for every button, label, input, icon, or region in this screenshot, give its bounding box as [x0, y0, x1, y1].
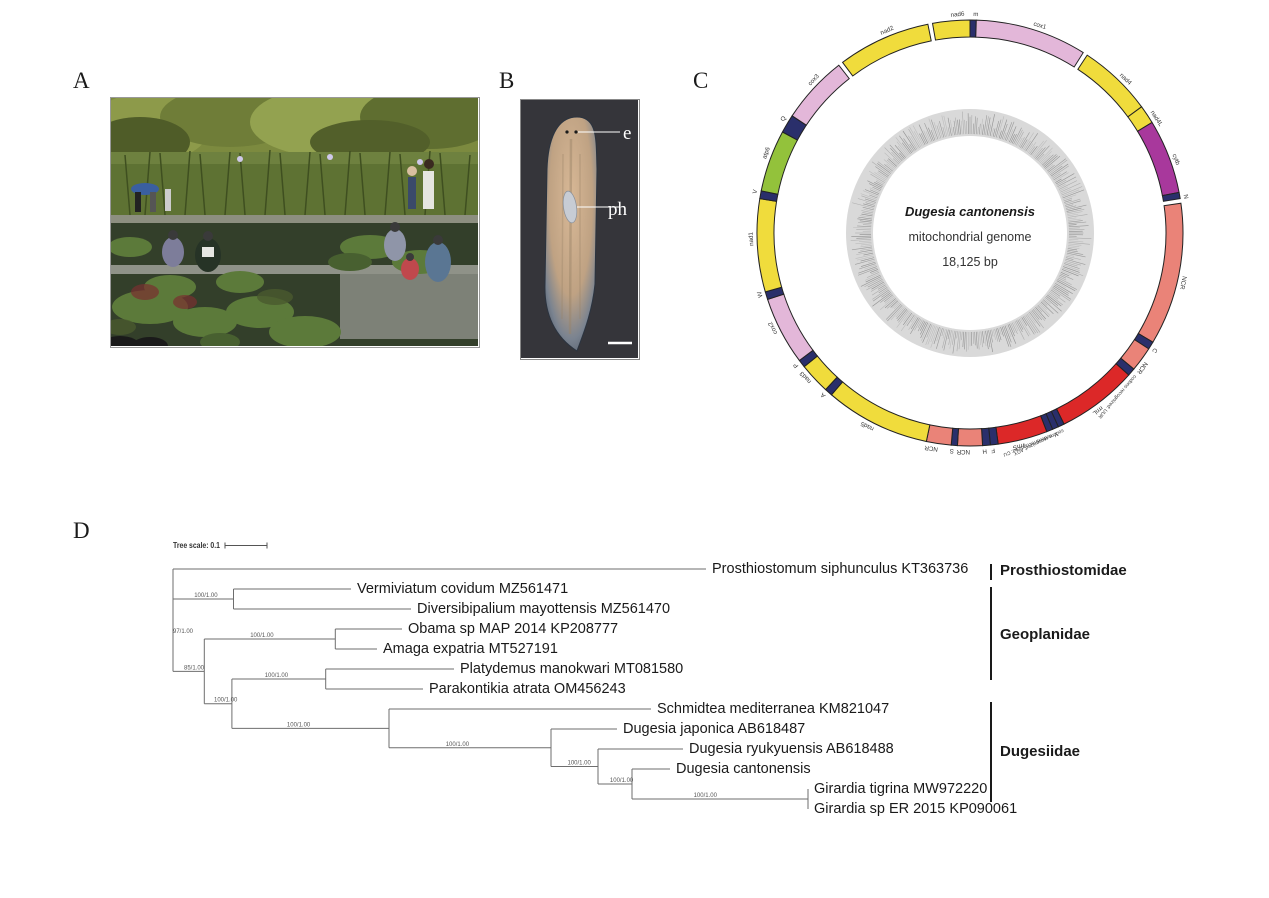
- svg-text:18,125 bp: 18,125 bp: [942, 255, 998, 269]
- svg-text:Girardia tigrina MW972220: Girardia tigrina MW972220: [814, 781, 987, 797]
- svg-text:Dugesia ryukyuensis AB618488: Dugesia ryukyuensis AB618488: [689, 741, 894, 757]
- svg-text:100/1.00: 100/1.00: [694, 793, 718, 799]
- svg-text:NCR: NCR: [956, 448, 970, 455]
- svg-text:H: H: [982, 447, 987, 454]
- svg-text:NCR: NCR: [1178, 276, 1188, 291]
- svg-text:mitochondrial genome: mitochondrial genome: [909, 230, 1032, 244]
- svg-text:P: P: [792, 362, 800, 370]
- svg-text:Prosthiostomum siphunculus KT3: Prosthiostomum siphunculus KT363736: [712, 561, 968, 577]
- svg-text:Dugesia cantonensis: Dugesia cantonensis: [905, 204, 1035, 219]
- svg-text:Dugesia japonica AB618487: Dugesia japonica AB618487: [623, 721, 805, 737]
- svg-text:Tree scale: 0.1: Tree scale: 0.1: [173, 540, 220, 550]
- svg-text:100/1.00: 100/1.00: [250, 633, 274, 639]
- svg-text:Dugesia cantonensis: Dugesia cantonensis: [676, 761, 811, 777]
- svg-text:Q: Q: [779, 115, 788, 123]
- svg-text:S: S: [950, 447, 955, 454]
- svg-text:nad1: nad1: [748, 231, 756, 246]
- svg-text:Prosthiostomidae: Prosthiostomidae: [1000, 562, 1127, 579]
- svg-text:97/1.00: 97/1.00: [173, 629, 194, 635]
- svg-text:F: F: [991, 447, 996, 454]
- svg-text:V: V: [752, 188, 760, 194]
- svg-text:100/1.00: 100/1.00: [194, 593, 218, 599]
- svg-text:85/1.00: 85/1.00: [184, 665, 205, 671]
- svg-text:100/1.00: 100/1.00: [287, 722, 311, 728]
- svg-text:Amaga expatria MT527191: Amaga expatria MT527191: [383, 641, 558, 657]
- svg-text:Platydemus manokwari MT081580: Platydemus manokwari MT081580: [460, 661, 683, 677]
- svg-text:NCR: NCR: [924, 444, 939, 453]
- svg-text:W: W: [756, 291, 764, 299]
- svg-text:Obama sp MAP 2014 KP208777: Obama sp MAP 2014 KP208777: [408, 621, 618, 637]
- svg-text:N: N: [1182, 194, 1190, 200]
- svg-text:Vermiviatum covidum MZ561471: Vermiviatum covidum MZ561471: [357, 581, 568, 597]
- svg-text:100/1.00: 100/1.00: [214, 698, 238, 704]
- svg-text:C: C: [1150, 347, 1159, 355]
- svg-text:100/1.00: 100/1.00: [568, 761, 592, 767]
- svg-text:m: m: [973, 11, 978, 18]
- svg-text:100/1.00: 100/1.00: [610, 778, 634, 784]
- svg-text:Diversibipalium mayottensis MZ: Diversibipalium mayottensis MZ561470: [417, 601, 670, 617]
- svg-text:Schmidtea mediterranea KM82104: Schmidtea mediterranea KM821047: [657, 701, 889, 717]
- svg-text:100/1.00: 100/1.00: [446, 742, 470, 748]
- svg-text:rrnS: rrnS: [1012, 441, 1025, 451]
- svg-text:Dugesiidae: Dugesiidae: [1000, 743, 1080, 760]
- svg-text:Geoplanidae: Geoplanidae: [1000, 626, 1090, 643]
- svg-text:A: A: [819, 390, 827, 399]
- svg-text:Parakontikia atrata OM456243: Parakontikia atrata OM456243: [429, 681, 626, 697]
- svg-text:100/1.00: 100/1.00: [265, 673, 289, 679]
- svg-text:nad6: nad6: [950, 11, 965, 19]
- svg-text:Girardia sp ER 2015 KP090061: Girardia sp ER 2015 KP090061: [814, 801, 1017, 817]
